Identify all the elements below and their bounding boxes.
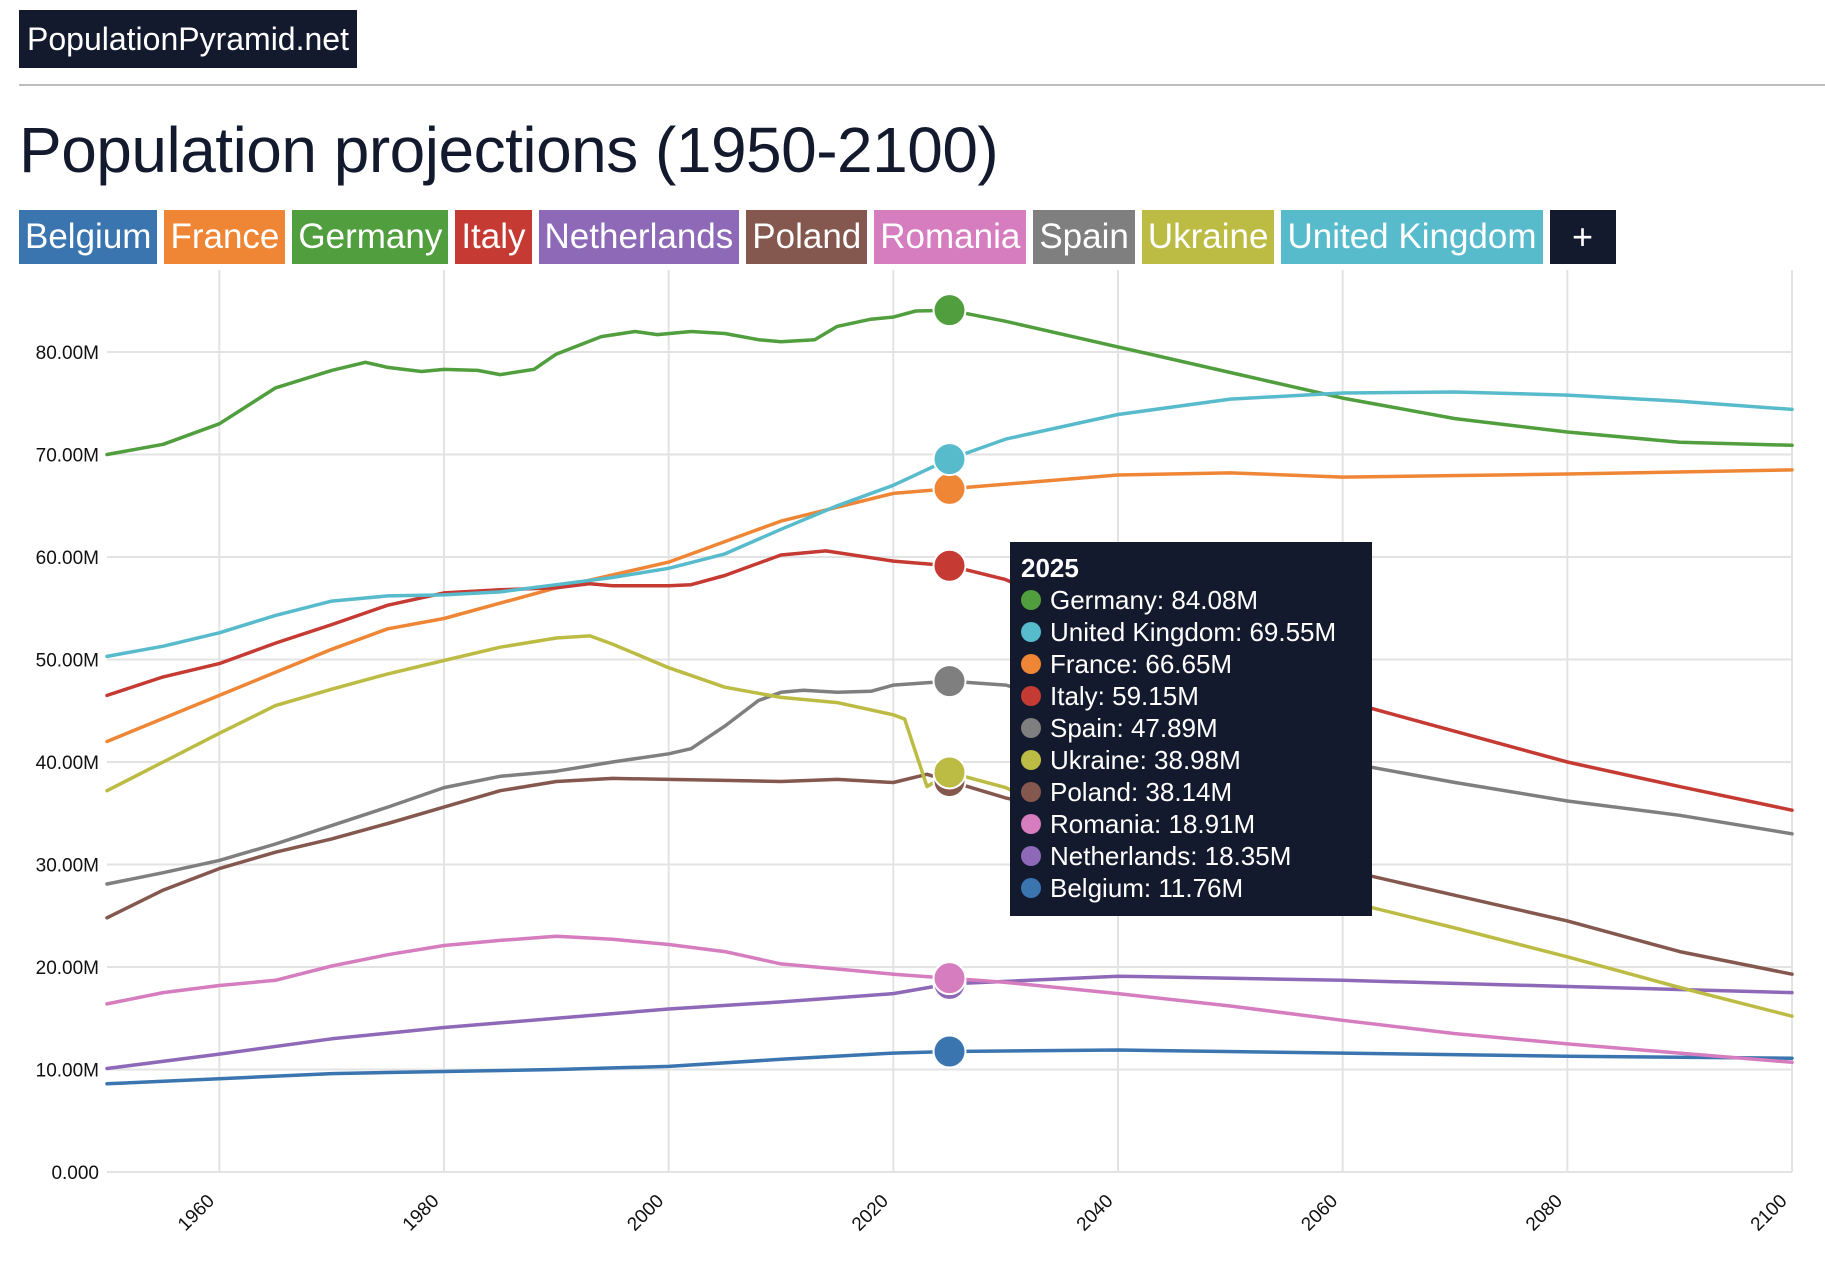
tooltip-dot-icon (1021, 846, 1041, 866)
country-legend: Belgium France Germany Italy Netherlands… (19, 210, 1616, 264)
country-chip-spain[interactable]: Spain (1033, 210, 1135, 264)
series-line-france (105, 468, 1794, 744)
country-chip-germany[interactable]: Germany (292, 210, 449, 264)
header-divider (19, 84, 1825, 86)
series-line-netherlands (105, 974, 1794, 1071)
tooltip-row-text: United Kingdom: 69.55M (1050, 617, 1337, 647)
country-chip-france[interactable]: France (164, 210, 286, 264)
tooltip-dot-icon (1021, 878, 1041, 898)
marker-romania (932, 961, 967, 996)
tooltip-row-text: Romania: 18.91M (1050, 809, 1256, 839)
tooltip-dot-icon (1021, 590, 1041, 610)
y-tick-label: 60.00M (36, 548, 99, 569)
country-chip-united-kingdom[interactable]: United Kingdom (1281, 210, 1543, 264)
tooltip-dot-icon (1021, 654, 1041, 674)
series-line-germany (105, 308, 1794, 457)
y-tick-label: 50.00M (36, 651, 99, 672)
x-tick-label: 2020 (848, 1191, 893, 1236)
x-tick-label: 2000 (623, 1191, 668, 1236)
tooltip-dot-icon (1021, 718, 1041, 738)
x-tick-label: 1960 (174, 1191, 219, 1236)
add-country-button[interactable]: + (1549, 210, 1616, 264)
page-title: Population projections (1950-2100) (19, 114, 999, 186)
tooltip-dot-icon (1021, 686, 1041, 706)
tooltip-dot-icon (1021, 782, 1041, 802)
series-line-romania (105, 934, 1794, 1065)
country-chip-romania[interactable]: Romania (874, 210, 1027, 264)
marker-united-kingdom (932, 442, 967, 477)
marker-spain (932, 664, 967, 699)
y-tick-label: 80.00M (36, 343, 99, 364)
series-line-united-kingdom (105, 390, 1794, 659)
country-chip-ukraine[interactable]: Ukraine (1141, 210, 1275, 264)
tooltip-row: Belgium: 11.76M (1021, 872, 1372, 904)
marker-ukraine (932, 755, 967, 790)
series-line-belgium (105, 1048, 1794, 1086)
brand-logo[interactable]: PopulationPyramid.net (19, 10, 357, 68)
x-tick-label: 2060 (1297, 1191, 1342, 1236)
tooltip-row-text: Netherlands: 18.35M (1050, 841, 1292, 871)
country-chip-belgium[interactable]: Belgium (19, 210, 158, 264)
tooltip-row: Italy: 59.15M (1021, 680, 1372, 712)
y-tick-label: 10.00M (36, 1061, 99, 1082)
tooltip-row: Spain: 47.89M (1021, 712, 1372, 744)
marker-france (932, 471, 967, 506)
marker-italy (932, 548, 967, 583)
tooltip-row: Netherlands: 18.35M (1021, 840, 1372, 872)
tooltip-year: 2025 (1021, 553, 1079, 583)
tooltip-row: Poland: 38.14M (1021, 776, 1372, 808)
tooltip-dot-icon (1021, 814, 1041, 834)
tooltip-row: Romania: 18.91M (1021, 808, 1372, 840)
x-tick-label: 2080 (1522, 1191, 1567, 1236)
tooltip-row-text: Germany: 84.08M (1050, 585, 1259, 615)
y-tick-label: 30.00M (36, 856, 99, 877)
series-line-poland (105, 772, 1794, 976)
tooltip-row-text: Poland: 38.14M (1050, 777, 1233, 807)
y-tick-label: 70.00M (36, 446, 99, 467)
x-tick-label: 1980 (399, 1191, 444, 1236)
tooltip-row: Ukraine: 38.98M (1021, 744, 1372, 776)
tooltip-dot-icon (1021, 750, 1041, 770)
y-tick-label: 0.000 (51, 1163, 99, 1184)
tooltip-row-text: Belgium: 11.76M (1050, 873, 1244, 903)
tooltip-row-text: Spain: 47.89M (1050, 713, 1218, 743)
tooltip-row-text: France: 66.65M (1050, 649, 1233, 679)
marker-germany (932, 293, 967, 328)
tooltip-row: United Kingdom: 69.55M (1021, 616, 1372, 648)
tooltip-row: Germany: 84.08M (1021, 584, 1372, 616)
x-tick-label: 2040 (1073, 1191, 1118, 1236)
country-chip-italy[interactable]: Italy (455, 210, 532, 264)
country-chip-netherlands[interactable]: Netherlands (538, 210, 740, 264)
country-chip-poland[interactable]: Poland (746, 210, 868, 264)
year-tooltip: 2025 Germany: 84.08M United Kingdom: 69.… (1010, 542, 1372, 916)
tooltip-row: France: 66.65M (1021, 648, 1372, 680)
tooltip-row-text: Italy: 59.15M (1050, 681, 1199, 711)
marker-belgium (932, 1034, 967, 1069)
tooltip-dot-icon (1021, 622, 1041, 642)
x-tick-label: 2100 (1747, 1191, 1792, 1236)
y-tick-label: 20.00M (36, 958, 99, 979)
y-tick-label: 40.00M (36, 753, 99, 774)
tooltip-row-text: Ukraine: 38.98M (1050, 745, 1241, 775)
